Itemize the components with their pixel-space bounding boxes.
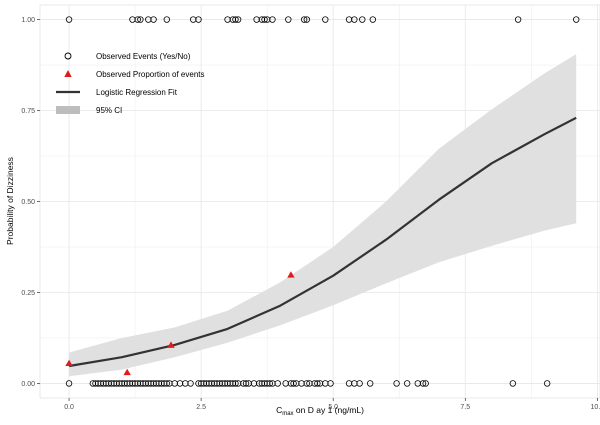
event-point-yes (300, 16, 308, 23)
event-point-no (187, 380, 194, 387)
event-point-no (543, 380, 551, 387)
proportion-point (167, 341, 175, 348)
event-point-yes (150, 16, 157, 23)
event-point-no (163, 380, 170, 387)
axes: 0.0 2.5 5.0 7.5 10.0 0.00 0.25 0.50 0.75 1.00 (21, 17, 600, 411)
event-point-no (366, 380, 374, 387)
event-point-yes (285, 16, 292, 23)
event-point-no (327, 380, 334, 387)
event-point-yes (359, 16, 366, 23)
x-tick-label: 10.0 (591, 404, 600, 411)
event-point-yes (322, 16, 329, 23)
y-tick-label: 0.75 (21, 108, 35, 115)
event-point-yes (232, 16, 239, 23)
event-point-no (290, 380, 297, 387)
event-point-no (314, 380, 321, 387)
event-point-yes (573, 16, 580, 23)
event-point-no (266, 380, 274, 387)
x-tick-label: 5.0 (328, 404, 338, 411)
x-tick-label: 2.5 (196, 404, 206, 411)
y-tick-label: 1.00 (21, 17, 35, 24)
x-axis-title-main: C (276, 405, 282, 415)
points-layer (65, 16, 580, 387)
event-point-yes (65, 16, 73, 23)
fit-line-layer (68, 116, 577, 368)
event-point-no (65, 380, 73, 387)
legend-marker-ci-band (56, 106, 80, 114)
ci-band (69, 54, 577, 377)
event-point-yes (303, 16, 310, 23)
x-axis-title-subscript: max (282, 411, 293, 417)
event-point-no (422, 380, 429, 387)
y-tick-label: 0.50 (21, 199, 35, 206)
proportion-point (123, 368, 131, 376)
event-point-no (356, 380, 363, 387)
x-axis-title: Cmax on D ay 1 (ng/mL) (276, 405, 364, 417)
legend-label-observed-events: Observed Events (Yes/No) (96, 52, 191, 61)
legend-label-ci: 95% CI (96, 106, 122, 115)
legend-label-logistic-fit: Logistic Regression Fit (96, 88, 178, 97)
proportion-point (65, 359, 73, 367)
y-tick-label: 0.00 (21, 381, 35, 388)
x-tick-label: 7.5 (460, 404, 470, 411)
event-point-yes (163, 16, 170, 23)
legend-label-observed-proportion: Observed Proportion of events (96, 70, 205, 79)
legend-marker-open-circle (64, 52, 72, 60)
event-point-no (242, 380, 250, 387)
y-axis-title: Probability of Dizziness (5, 157, 15, 245)
proportion-point (287, 271, 295, 278)
event-point-no (403, 380, 411, 387)
fit-line (68, 116, 577, 368)
event-point-yes (234, 16, 242, 23)
x-tick-label: 0.0 (64, 404, 74, 411)
event-point-no (419, 380, 427, 387)
event-point-no (274, 380, 281, 387)
proportion-layer (65, 271, 295, 376)
x-axis-title-rest: on D ay 1 (ng/mL) (294, 405, 365, 415)
event-point-yes (269, 16, 276, 23)
event-point-yes (195, 16, 202, 23)
event-point-no (232, 380, 239, 387)
y-tick-label: 0.25 (21, 290, 35, 297)
event-point-no (393, 380, 400, 387)
event-point-yes (369, 16, 377, 23)
event-point-no (303, 380, 310, 387)
event-point-yes (514, 16, 522, 23)
event-point-no (509, 380, 517, 387)
event-point-yes (137, 16, 144, 23)
event-point-yes (134, 16, 141, 23)
event-point-yes (351, 16, 358, 23)
ci-band-layer (69, 54, 577, 377)
legend-marker-red-triangle (64, 70, 72, 77)
legend: Observed Events (Yes/No) Observed Propor… (56, 52, 205, 115)
event-point-yes (261, 16, 268, 23)
